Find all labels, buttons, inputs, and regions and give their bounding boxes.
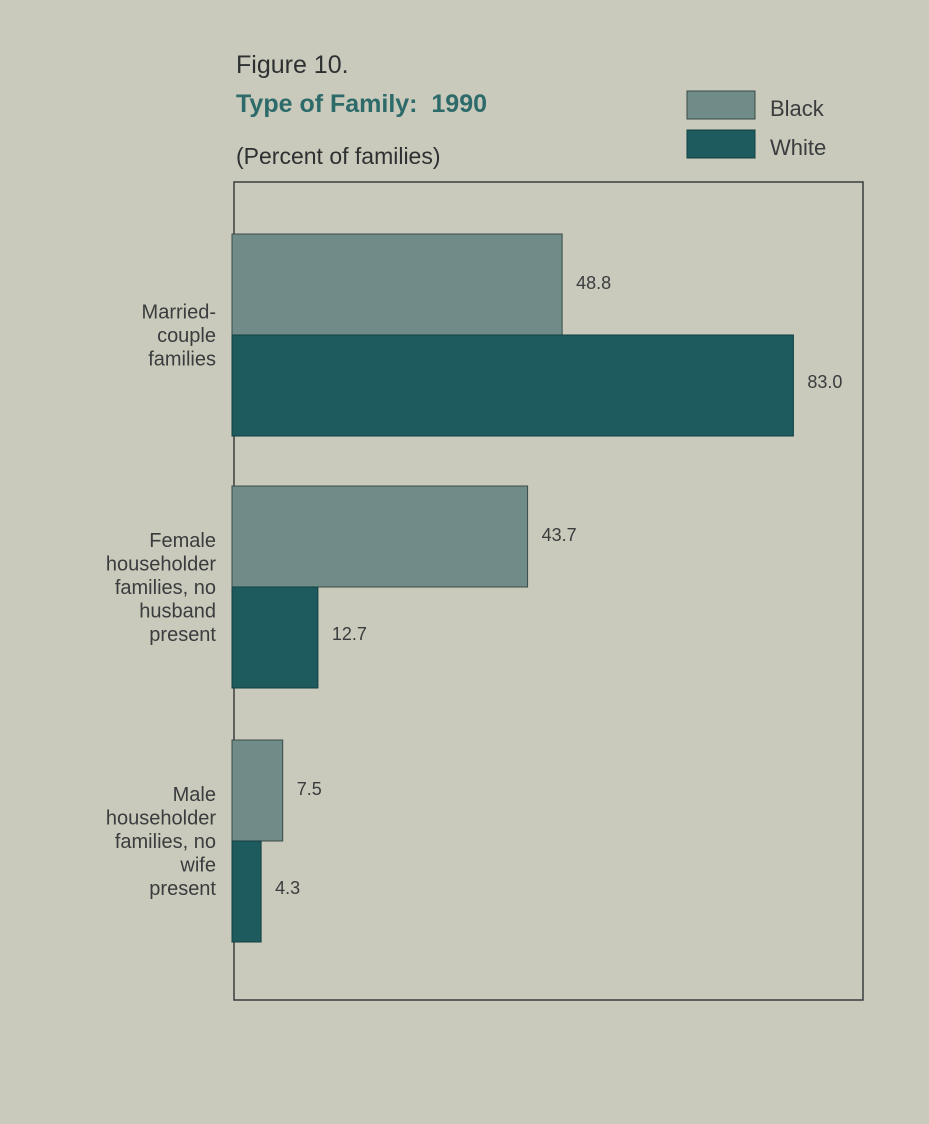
value-label-white-0: 83.0 xyxy=(807,372,842,392)
bar-marks: 48.8 83.0 43.7 12.7 7.5 4.3 xyxy=(231,233,842,943)
bar-white-0 xyxy=(231,334,794,437)
chart-subtitle: (Percent of families) xyxy=(236,143,441,169)
legend: Black White xyxy=(686,90,826,160)
value-label-white-1: 12.7 xyxy=(332,624,367,644)
bar-white-1 xyxy=(231,586,319,689)
legend-label-black: Black xyxy=(770,96,825,121)
value-label-white-2: 4.3 xyxy=(275,878,300,898)
bar-black-0 xyxy=(231,233,563,336)
legend-swatch-white xyxy=(686,129,756,159)
category-labels: Married-couple families Female householder f… xyxy=(106,302,217,901)
bar-black-2 xyxy=(231,739,284,842)
legend-label-white: White xyxy=(770,135,826,160)
bar-white-2 xyxy=(231,840,262,943)
value-label-black-0: 48.8 xyxy=(576,273,611,293)
category-label-1: Female householder families, no husband pres… xyxy=(106,530,217,646)
category-label-2: Male householder families, no wife present xyxy=(106,784,217,900)
bar-black-1 xyxy=(231,485,529,588)
value-label-black-1: 43.7 xyxy=(542,525,577,545)
legend-swatch-black xyxy=(686,90,756,120)
chart-title: Type of Family: 1990 xyxy=(236,90,487,118)
figure-label: Figure 10. xyxy=(236,51,349,79)
category-label-0: Married-couple families xyxy=(142,302,216,371)
value-label-black-2: 7.5 xyxy=(297,779,322,799)
